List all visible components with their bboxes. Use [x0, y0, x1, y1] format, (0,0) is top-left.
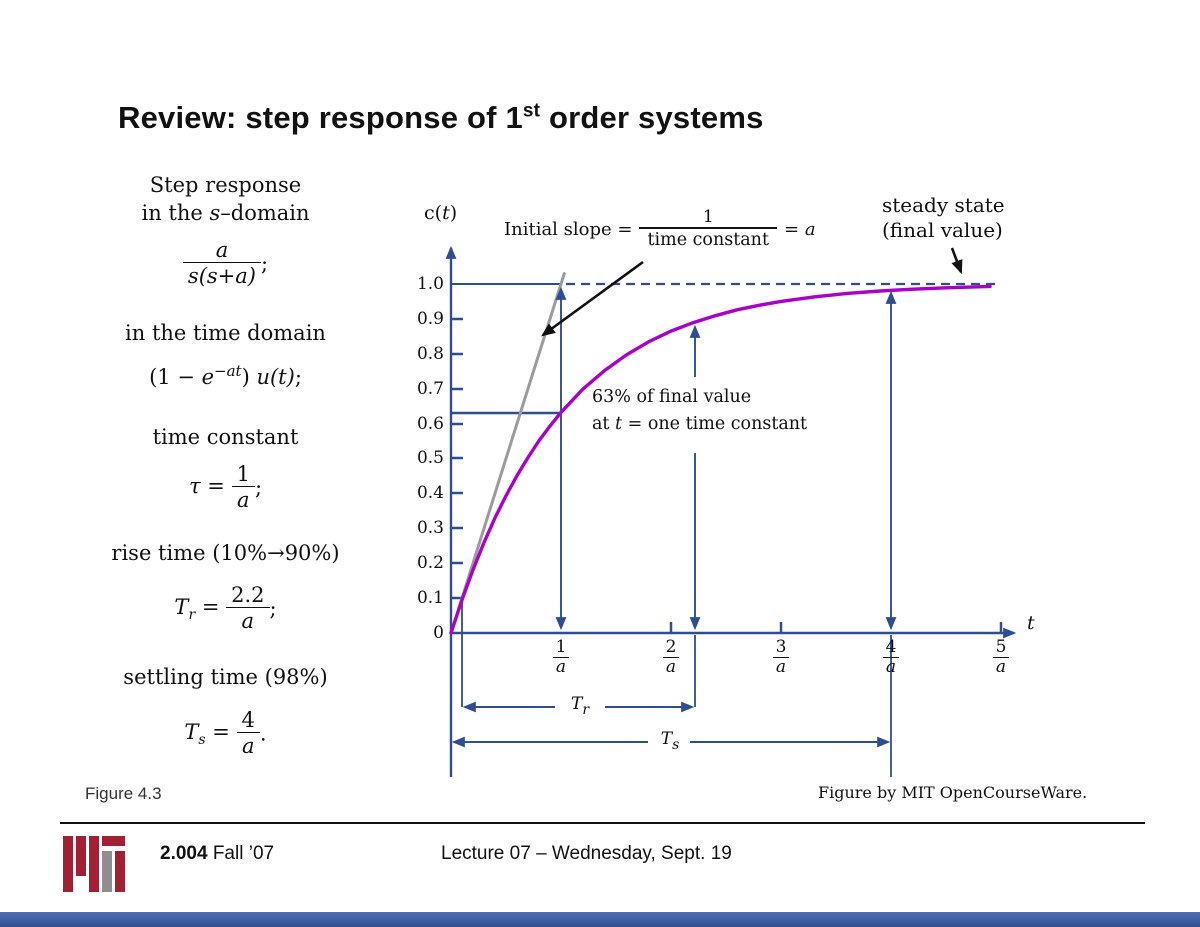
time-domain-formula: (1 − e−at) u(t); [149, 362, 302, 389]
y-tick-label: 0.2 [416, 553, 444, 573]
rise-time-formula: Tr = 2.2 a; [174, 583, 277, 634]
y-tick-label: 0.9 [416, 309, 444, 329]
y-tick-label: 0.5 [416, 448, 444, 468]
mit-logo-crossbar [102, 836, 125, 846]
y-tick-label: 0 [433, 623, 444, 643]
math-notes-panel: Step response in the s–domain a s(s+a); i… [58, 0, 393, 780]
x-tick-marks [669, 622, 1003, 633]
step-response-chart: 1.0 0.9 0.8 0.7 0.6 0.5 0.4 0.3 0.2 0.1 … [400, 185, 1100, 815]
y-axis-title: c(t) [424, 202, 458, 224]
time-constant-formula: τ = 1 a; [188, 462, 263, 513]
settling-time-span-label: Ts [660, 729, 680, 753]
rise-time-span-label: Tr [570, 694, 590, 718]
y-tick-label: 0.7 [416, 379, 444, 399]
pct63-annotation: 63% of final value at t = one time const… [592, 387, 808, 434]
x-axis-title: t [1027, 612, 1035, 634]
footer-divider [60, 822, 1145, 824]
slide-title: Review: step response of 1st order syste… [118, 100, 764, 135]
course-number: 2.004 Fall ’07 [160, 843, 275, 864]
chart-canvas [445, 245, 1017, 777]
step-response-heading-line2: in the s–domain [141, 201, 310, 225]
settling-time-heading: settling time (98%) [123, 665, 328, 689]
time-constant-heading: time constant [152, 425, 299, 449]
title-superscript: st [522, 100, 541, 122]
initial-slope-annotation: Initial slope = 1 time constant = a [504, 207, 816, 252]
mit-logo-bar [63, 836, 73, 892]
steady-state-annotation: steady state (final value) [882, 193, 1005, 242]
y-tick-label: 0.3 [416, 518, 444, 538]
rise-time-heading: rise time (10%→90%) [111, 541, 340, 565]
mit-logo [63, 836, 125, 892]
lecture-info: Lecture 07 – Wednesday, Sept. 19 [441, 843, 732, 864]
y-tick-label: 1.0 [416, 274, 444, 294]
ocw-credit: Figure by MIT OpenCourseWare. [818, 783, 1088, 802]
bottom-accent-bar [0, 912, 1200, 927]
step-response-curve [449, 284, 992, 635]
y-tick-label: 0.1 [416, 588, 444, 608]
initial-slope-fraction: 1 time constant [639, 207, 777, 252]
steady-state-pointer-arrow [950, 247, 963, 275]
mit-logo-bar [76, 836, 86, 876]
figure-caption: Figure 4.3 [85, 784, 162, 803]
mit-logo-bar [115, 851, 125, 892]
y-tick-label: 0.4 [416, 483, 444, 503]
time-domain-heading: in the time domain [125, 321, 326, 345]
y-tick-label: 0.8 [416, 344, 444, 364]
mit-logo-bar [89, 836, 99, 892]
s-domain-formula: a s(s+a); [58, 238, 393, 289]
y-tick-label: 0.6 [416, 414, 444, 434]
step-response-heading-line1: Step response [149, 173, 302, 197]
initial-slope-pointer-arrow [541, 260, 644, 337]
mit-logo-bar [102, 851, 112, 892]
y-tick-marks [451, 317, 463, 600]
